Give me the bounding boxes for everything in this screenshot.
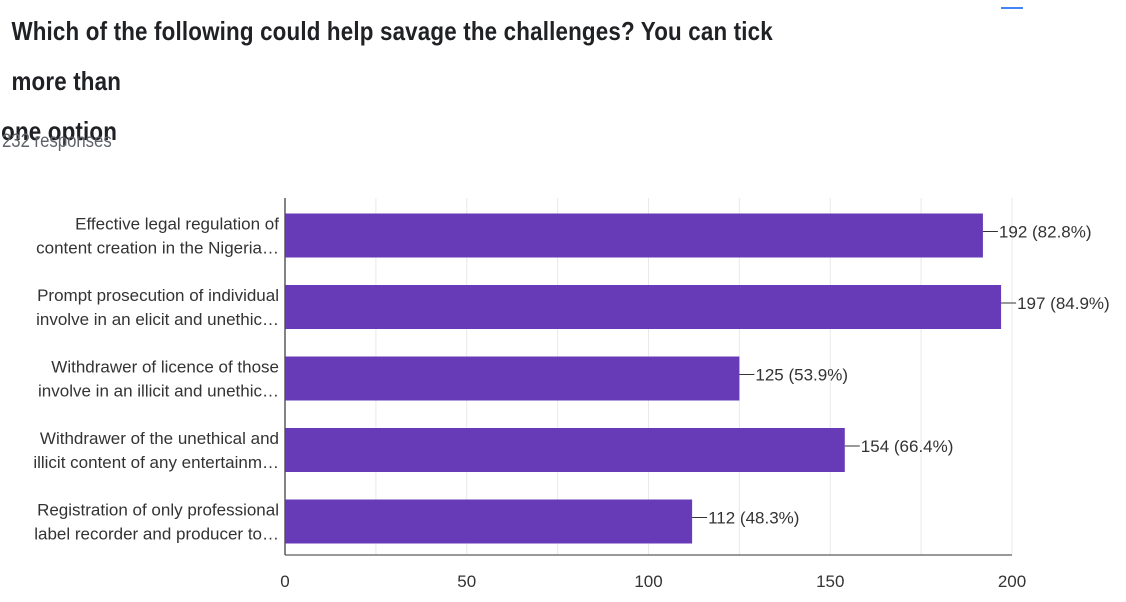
category-label: involve in an elicit and unethic… bbox=[36, 310, 279, 329]
question-title-line1: Which of the following could help savage… bbox=[11, 16, 773, 96]
x-tick-label: 150 bbox=[816, 572, 844, 591]
category-label: Prompt prosecution of individual bbox=[37, 286, 279, 305]
bar bbox=[285, 499, 693, 544]
bar bbox=[285, 428, 845, 472]
category-label: involve in an illicit and unethic… bbox=[38, 382, 279, 401]
bar bbox=[285, 356, 740, 401]
category-label: content creation in the Nigeria… bbox=[36, 239, 279, 258]
data-label: 197 (84.9%) bbox=[1017, 294, 1110, 313]
bar bbox=[285, 213, 983, 258]
question-title: Which of the following could help savage… bbox=[1, 6, 834, 156]
category-label: label recorder and producer to… bbox=[34, 525, 279, 544]
category-label: illicit content of any entertainm… bbox=[33, 453, 279, 472]
data-label: 125 (53.9%) bbox=[755, 366, 848, 385]
x-tick-label: 0 bbox=[280, 572, 289, 591]
data-label: 112 (48.3%) bbox=[708, 509, 799, 528]
bar bbox=[285, 285, 1002, 329]
link-indicator[interactable] bbox=[1001, 7, 1023, 9]
x-tick-label: 200 bbox=[998, 572, 1026, 591]
data-label: 154 (66.4%) bbox=[861, 437, 954, 456]
response-count: 232 responses bbox=[2, 131, 112, 152]
x-tick-label: 50 bbox=[457, 572, 476, 591]
x-tick-label: 100 bbox=[634, 572, 662, 591]
data-label: 192 (82.8%) bbox=[999, 223, 1092, 242]
category-label: Withdrawer of the unethical and bbox=[40, 429, 279, 448]
category-label: Registration of only professional bbox=[37, 501, 279, 520]
category-label: Effective legal regulation of bbox=[75, 215, 279, 234]
question-title-line2: one option bbox=[1, 116, 118, 146]
category-label: Withdrawer of licence of those bbox=[51, 358, 279, 377]
